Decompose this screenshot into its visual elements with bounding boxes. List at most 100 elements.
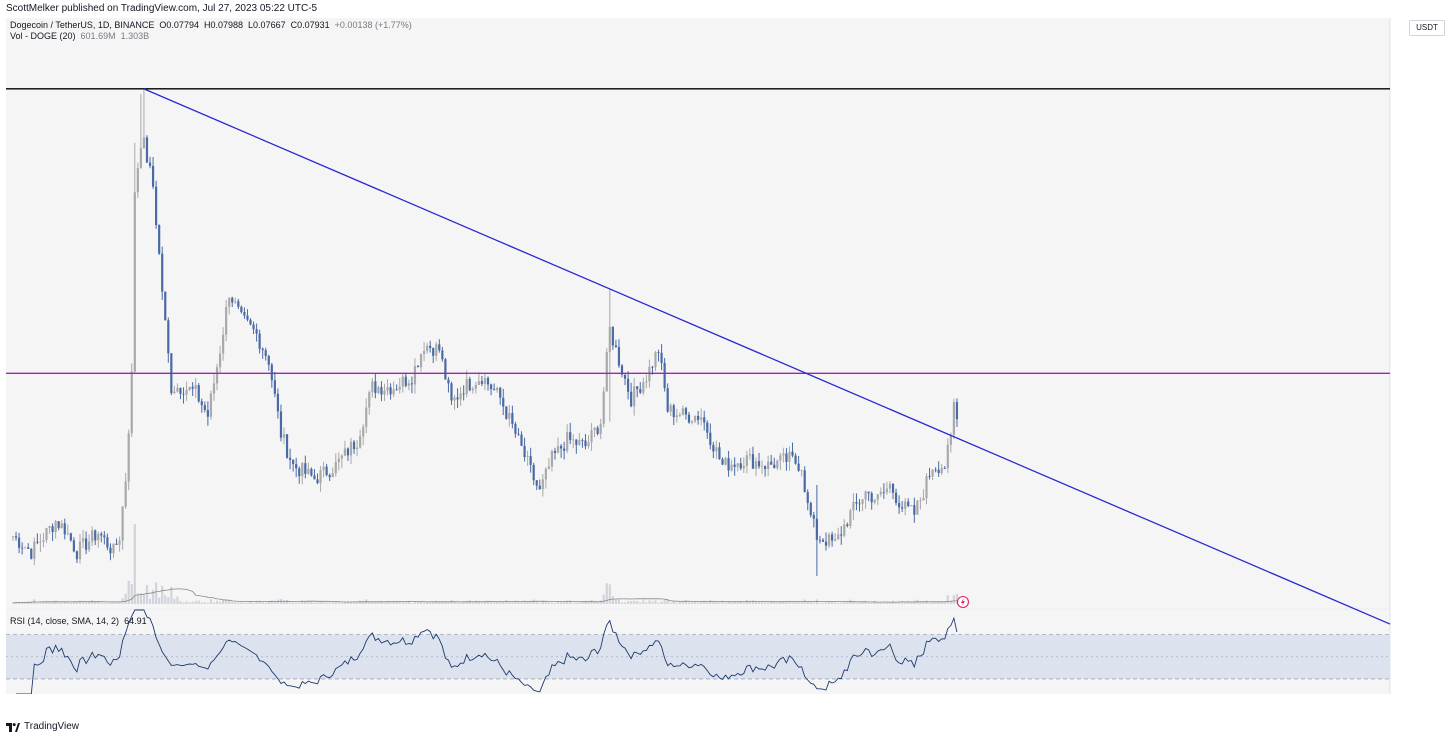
volume-bar xyxy=(800,601,803,604)
price-chart[interactable]: 0.175000.165000.155000.145000.135000.125… xyxy=(6,18,1403,694)
candle-body xyxy=(913,505,916,515)
volume-bar xyxy=(264,602,267,604)
candle-body xyxy=(380,387,383,395)
volume-bar xyxy=(380,600,383,604)
volume-bar xyxy=(544,602,547,604)
candle-body xyxy=(949,434,952,445)
rsi-label[interactable]: RSI (14, close, SMA, 14, 2) xyxy=(10,616,120,626)
candle-body xyxy=(416,366,420,368)
candle-body xyxy=(626,378,630,392)
candle-body xyxy=(395,389,398,391)
volume-bar xyxy=(97,601,100,604)
candle-body xyxy=(468,378,471,391)
volume-bar xyxy=(520,602,523,604)
candle-body xyxy=(815,518,818,540)
candle-body xyxy=(602,391,605,424)
candle-body xyxy=(63,523,66,535)
volume-bar xyxy=(21,602,24,604)
candle-body xyxy=(483,378,487,384)
volume-bar xyxy=(66,602,69,604)
volume-bar xyxy=(249,601,252,604)
candle-body xyxy=(94,530,97,541)
candle-body xyxy=(298,468,301,477)
candle-body xyxy=(867,491,870,494)
volume-bar xyxy=(499,601,502,604)
volume-bar xyxy=(88,601,91,604)
volume-bar xyxy=(831,601,834,604)
candle-body xyxy=(940,467,943,473)
candle-body xyxy=(943,467,946,469)
volume-bar xyxy=(334,601,337,604)
candle-body xyxy=(855,501,858,504)
candle-body xyxy=(764,466,767,470)
candle-body xyxy=(374,381,377,393)
volume-label[interactable]: Vol - DOGE (20) xyxy=(10,31,76,41)
volume-bar xyxy=(438,602,441,604)
candle-body xyxy=(526,456,529,457)
candle-body xyxy=(904,501,907,509)
volume-bar xyxy=(349,602,353,604)
candle-body xyxy=(934,469,937,471)
volume-bar xyxy=(81,602,85,604)
candle-body xyxy=(636,386,639,390)
candle-body xyxy=(310,468,313,476)
candle-body xyxy=(81,538,85,542)
candle-body xyxy=(779,455,782,461)
candle-body xyxy=(465,378,468,395)
volume-bar xyxy=(392,601,395,604)
candle-body xyxy=(167,320,170,354)
candle-body xyxy=(901,507,904,509)
candle-body xyxy=(340,455,343,459)
volume-bar xyxy=(678,601,681,604)
currency-button[interactable]: USDT xyxy=(1409,20,1445,36)
volume-bar xyxy=(955,593,959,604)
candle-body xyxy=(212,383,216,394)
volume-bar xyxy=(508,602,511,604)
ohlc-high: H0.07988 xyxy=(203,20,244,30)
volume-bar xyxy=(547,602,551,604)
chart-area[interactable]: 0.175000.165000.155000.145000.135000.125… xyxy=(6,18,1403,694)
candle-body xyxy=(288,457,292,460)
candle-body xyxy=(477,381,480,385)
ohlc-close: C0.07931 xyxy=(290,20,330,30)
candle-body xyxy=(438,344,441,351)
candle-body xyxy=(69,533,72,541)
volume-bar xyxy=(218,601,222,604)
volume-bar xyxy=(505,600,508,604)
volume-bar xyxy=(413,601,417,604)
candle-body xyxy=(398,386,401,390)
candle-body xyxy=(407,383,410,386)
candle-body xyxy=(285,434,289,458)
candle-body xyxy=(337,458,340,463)
volume-bar xyxy=(718,602,721,604)
volume-bar xyxy=(907,601,910,604)
volume-bar xyxy=(855,603,858,604)
volume-bar xyxy=(593,601,596,604)
volume-bar xyxy=(383,602,386,604)
volume-bar xyxy=(642,600,645,604)
volume-bar xyxy=(697,602,700,604)
volume-bar xyxy=(879,602,882,604)
volume-bar xyxy=(386,601,389,604)
volume-bar xyxy=(453,601,456,604)
candle-body xyxy=(672,405,675,418)
candle-body xyxy=(383,390,386,395)
volume-bar xyxy=(837,602,840,604)
candle-body xyxy=(572,439,575,441)
candle-body xyxy=(124,481,127,507)
volume-bar xyxy=(325,602,328,604)
volume-bar xyxy=(946,595,949,604)
volume-bar xyxy=(724,602,727,604)
candle-body xyxy=(550,450,554,467)
candle-body xyxy=(307,468,310,474)
candle-body xyxy=(222,334,225,354)
symbol-name[interactable]: Dogecoin / TetherUS, 1D, BINANCE xyxy=(10,20,155,30)
volume-bar xyxy=(161,585,164,604)
candle-body xyxy=(760,466,764,467)
candle-body xyxy=(206,409,209,417)
candle-body xyxy=(258,333,261,349)
candle-body xyxy=(325,466,328,476)
candle-body xyxy=(377,387,380,393)
volume-ma-value: 1.303B xyxy=(120,31,150,41)
volume-bar xyxy=(791,601,794,604)
